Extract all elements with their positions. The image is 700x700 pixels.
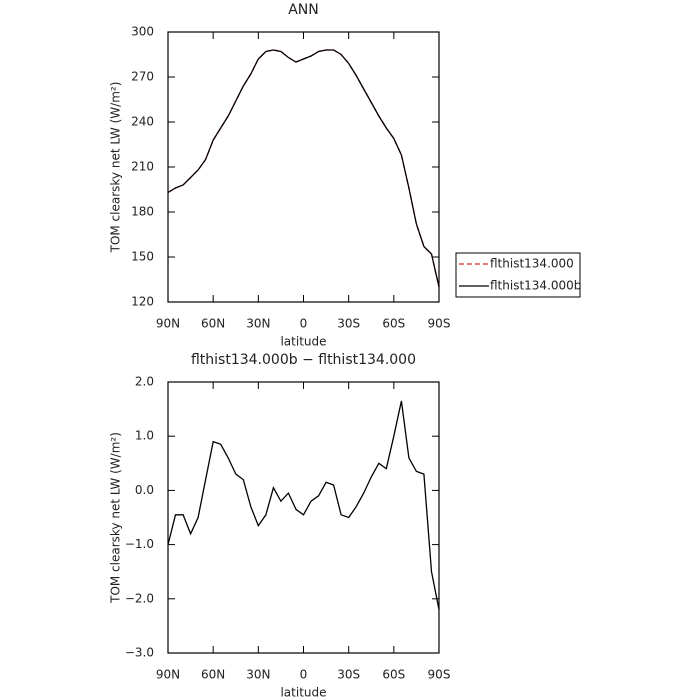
- x-tick-label: 0: [300, 668, 308, 682]
- x-tick-label: 60S: [382, 317, 405, 331]
- x-tick-label: 90S: [428, 668, 451, 682]
- x-tick-label: 60N: [201, 317, 225, 331]
- y-tick-label: 270: [131, 70, 154, 84]
- legend-box: [455, 252, 581, 298]
- y-tick-label: 150: [131, 250, 154, 264]
- x-axis-label: latitude: [280, 686, 326, 700]
- y-axis-label: TOM clearsky net LW (W/m²): [109, 82, 123, 254]
- y-tick-label: 300: [131, 25, 154, 39]
- legend-label: flthist134.000b: [490, 279, 581, 293]
- chart-title: ANN: [288, 2, 319, 18]
- y-tick-label: 120: [131, 295, 154, 309]
- y-tick-label: −3.0: [125, 646, 154, 660]
- y-tick-label: 2.0: [135, 375, 154, 389]
- y-tick-label: 210: [131, 160, 154, 174]
- x-tick-label: 90N: [156, 668, 180, 682]
- x-axis-label: latitude: [280, 335, 326, 349]
- x-tick-label: 0: [300, 317, 308, 331]
- y-tick-label: 0.0: [135, 483, 154, 497]
- x-tick-label: 90S: [428, 317, 451, 331]
- data-line: [167, 400, 440, 610]
- plot-frame: [167, 31, 440, 303]
- y-tick-label: 1.0: [135, 429, 154, 443]
- chart-title: flthist134.000b − flthist134.000: [191, 352, 416, 368]
- y-tick-label: 180: [131, 205, 154, 219]
- data-line: [167, 49, 440, 288]
- x-tick-label: 60N: [201, 668, 225, 682]
- legend-label: flthist134.000: [490, 257, 574, 271]
- y-axis-label: TOM clearsky net LW (W/m²): [109, 432, 123, 604]
- y-tick-label: −1.0: [125, 537, 154, 551]
- x-tick-label: 30N: [246, 317, 270, 331]
- y-tick-label: 240: [131, 115, 154, 129]
- x-tick-label: 60S: [382, 668, 405, 682]
- plot-frame: [167, 381, 440, 654]
- x-tick-label: 90N: [156, 317, 180, 331]
- x-tick-label: 30S: [337, 668, 360, 682]
- y-tick-label: −2.0: [125, 591, 154, 605]
- data-line: [167, 49, 440, 288]
- x-tick-label: 30S: [337, 317, 360, 331]
- x-tick-label: 30N: [246, 668, 270, 682]
